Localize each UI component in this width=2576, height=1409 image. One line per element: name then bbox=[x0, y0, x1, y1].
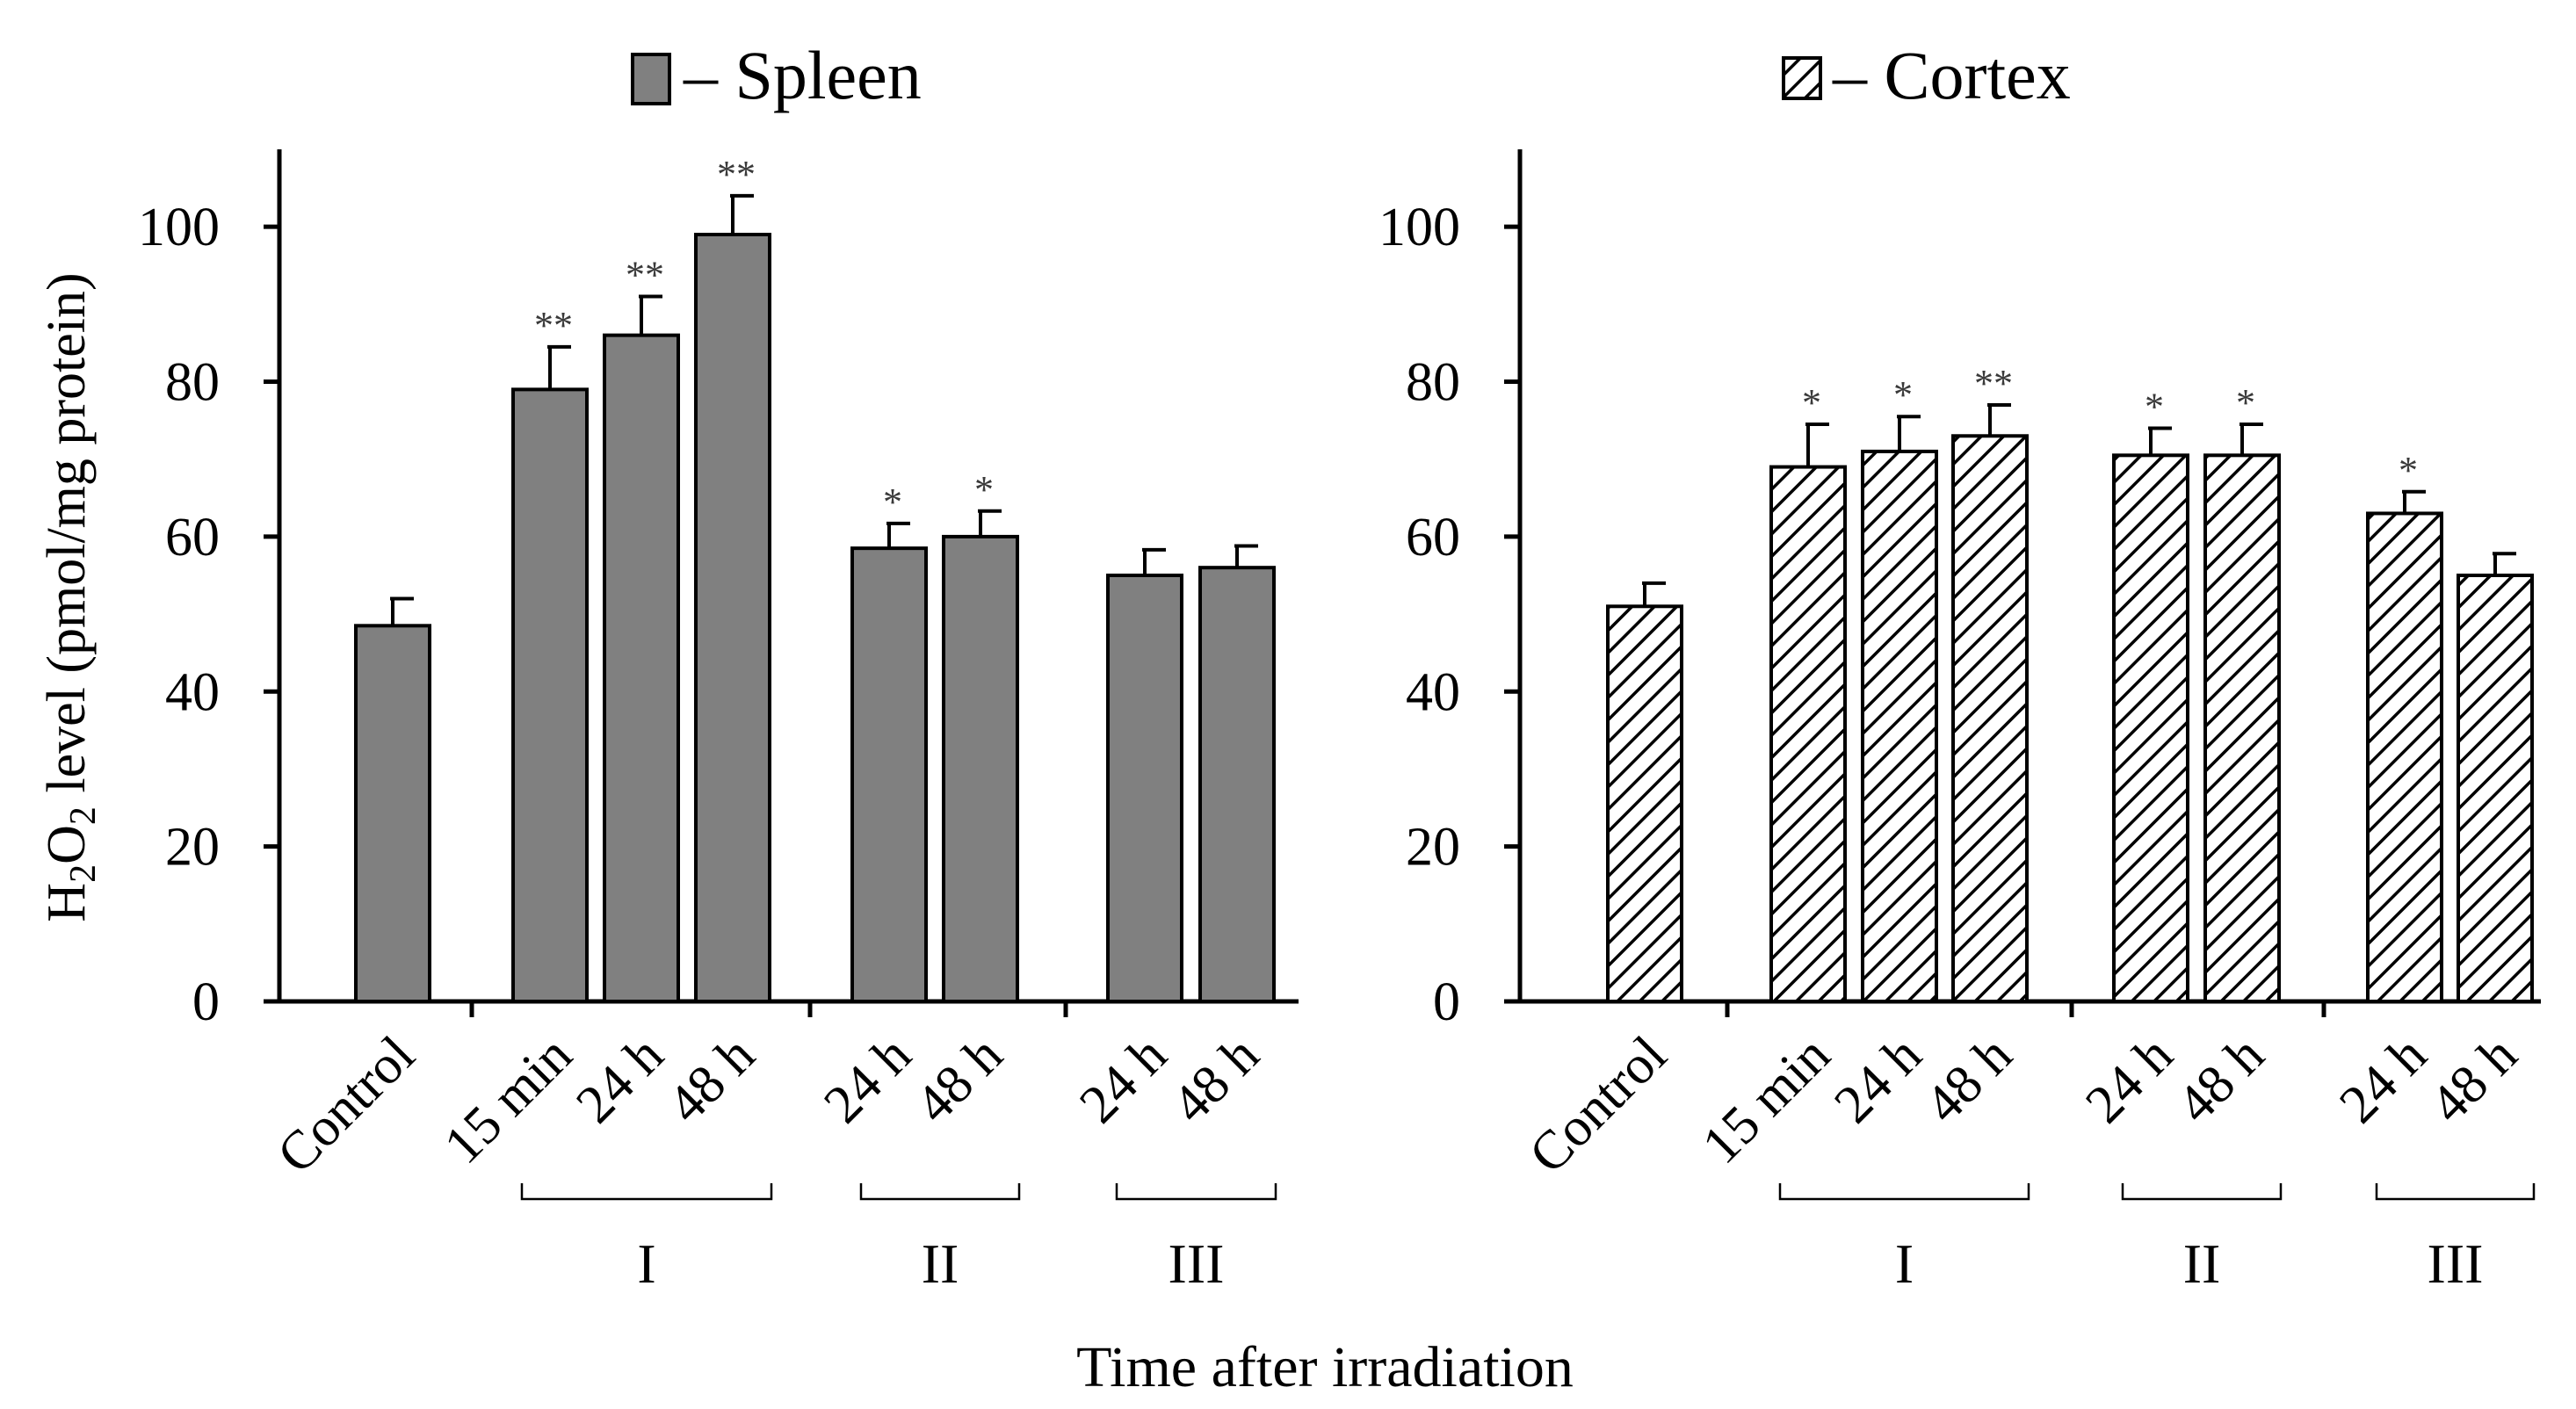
spleen-significance-mark: ** bbox=[626, 254, 664, 297]
cortex-category-label: Control bbox=[1518, 1025, 1678, 1185]
spleen-bar bbox=[511, 387, 589, 1003]
cortex-bar bbox=[2203, 453, 2281, 1003]
spleen-error-bar bbox=[1234, 544, 1258, 568]
spleen-legend: – Spleen bbox=[631, 37, 922, 113]
cortex-bar bbox=[1769, 465, 1847, 1003]
cortex-significance-mark: * bbox=[1802, 381, 1821, 424]
spleen-group-bracket bbox=[1115, 1183, 1277, 1201]
spleen-y-tick-label: 80 bbox=[165, 353, 220, 413]
cortex-significance-mark: * bbox=[1893, 373, 1913, 416]
spleen-group-label: I bbox=[637, 1232, 655, 1295]
spleen-category-label: 48 h bbox=[656, 1025, 766, 1135]
cortex-y-tick-label: 80 bbox=[1406, 353, 1460, 413]
spleen-category-label: 24 h bbox=[565, 1025, 675, 1135]
spleen-error-bar bbox=[730, 193, 754, 235]
spleen-bar bbox=[850, 546, 928, 1003]
spleen-y-tick-label: 100 bbox=[138, 198, 220, 257]
spleen-error-bar bbox=[1142, 547, 1166, 575]
cortex-y-tick-label: 60 bbox=[1406, 508, 1460, 567]
spleen-error-bar bbox=[390, 596, 414, 626]
cortex-category-label: 48 h bbox=[2166, 1025, 2276, 1135]
cortex-group-bracket bbox=[1778, 1183, 2030, 1201]
spleen-bar bbox=[1106, 574, 1183, 1003]
cortex-bar bbox=[2366, 511, 2443, 1003]
spleen-category-label: 48 h bbox=[904, 1025, 1014, 1135]
spleen-error-bar bbox=[547, 344, 571, 390]
cortex-category-label: 24 h bbox=[1823, 1025, 1933, 1135]
spleen-bar bbox=[603, 333, 680, 1003]
cortex-error-bar bbox=[2402, 489, 2426, 514]
cortex-category-label: 24 h bbox=[2074, 1025, 2184, 1135]
cortex-bar bbox=[2457, 574, 2534, 1003]
cortex-group-label: II bbox=[2183, 1232, 2221, 1295]
spleen-significance-mark: ** bbox=[717, 153, 756, 196]
cortex-error-bar bbox=[1642, 581, 1666, 607]
cortex-bar bbox=[1861, 449, 1938, 1003]
spleen-y-tick-label: 20 bbox=[165, 818, 220, 878]
spleen-group-bracket bbox=[859, 1183, 1021, 1201]
spleen-legend-label: – Spleen bbox=[683, 37, 922, 113]
spleen-error-bar bbox=[886, 521, 910, 549]
spleen-category-label: 24 h bbox=[813, 1025, 923, 1135]
cortex-category-label: 24 h bbox=[2328, 1025, 2438, 1135]
spleen-legend-swatch bbox=[631, 53, 671, 105]
cortex-group-label: III bbox=[2428, 1232, 2484, 1295]
spleen-error-bar bbox=[639, 294, 662, 336]
spleen-chart: – Spleen H2O2 level (pmol/mg protein) 0 2… bbox=[37, 37, 1299, 1295]
spleen-bar bbox=[354, 624, 431, 1003]
cortex-category-label: 15 min bbox=[1691, 1025, 1842, 1175]
cortex-y-tick-label: 40 bbox=[1406, 662, 1460, 722]
cortex-chart: – Cortex 0 20 40 60 80 100 Control * 15 min * 24 h… bbox=[1378, 37, 2541, 1295]
spleen-group-label: II bbox=[922, 1232, 959, 1295]
cortex-category-label: 48 h bbox=[1914, 1025, 2023, 1135]
cortex-bar bbox=[1606, 604, 1683, 1003]
spleen-significance-mark: ** bbox=[534, 304, 573, 347]
cortex-group-bracket bbox=[2375, 1183, 2536, 1201]
y-axis-title: H2O2 level (pmol/mg protein) bbox=[37, 272, 104, 921]
spleen-bar bbox=[942, 534, 1019, 1003]
cortex-y-tick-label: 0 bbox=[1433, 972, 1460, 1032]
spleen-significance-mark: * bbox=[883, 481, 902, 524]
cortex-y-tick-label: 20 bbox=[1406, 818, 1460, 878]
spleen-significance-mark: * bbox=[974, 468, 994, 511]
cortex-group-label: I bbox=[1895, 1232, 1914, 1295]
cortex-significance-mark: ** bbox=[1974, 362, 2013, 405]
cortex-error-bar bbox=[1897, 415, 1921, 452]
cortex-group-bracket bbox=[2121, 1183, 2283, 1201]
cortex-error-bar bbox=[2240, 423, 2263, 456]
spleen-y-tick-label: 0 bbox=[192, 972, 220, 1032]
spleen-bar bbox=[1198, 566, 1276, 1003]
cortex-category-label: 48 h bbox=[2419, 1025, 2529, 1135]
cortex-legend: – Cortex bbox=[1782, 37, 2071, 113]
cortex-significance-mark: * bbox=[2399, 449, 2418, 492]
cortex-legend-label: – Cortex bbox=[1832, 37, 2071, 113]
cortex-significance-mark: * bbox=[2236, 381, 2255, 424]
cortex-significance-mark: * bbox=[2145, 385, 2164, 428]
spleen-group-label: III bbox=[1169, 1232, 1225, 1295]
spleen-category-label: Control bbox=[266, 1025, 426, 1185]
cortex-error-bar bbox=[2148, 426, 2172, 456]
cortex-error-bar bbox=[1805, 423, 1829, 467]
cortex-error-bar bbox=[1987, 403, 2011, 437]
cortex-error-bar bbox=[2493, 552, 2516, 575]
cortex-bar bbox=[1951, 434, 2029, 1004]
x-axis-title: Time after irradiation bbox=[1076, 1335, 1574, 1399]
spleen-category-label: 48 h bbox=[1161, 1025, 1270, 1135]
spleen-category-label: 24 h bbox=[1068, 1025, 1178, 1135]
cortex-y-tick-label: 100 bbox=[1378, 198, 1460, 257]
cortex-bar bbox=[2112, 453, 2189, 1003]
cortex-legend-swatch bbox=[1782, 56, 1822, 100]
spleen-group-bracket bbox=[520, 1183, 773, 1201]
spleen-bar bbox=[694, 233, 771, 1003]
spleen-error-bar bbox=[978, 509, 1002, 537]
spleen-y-tick-label: 40 bbox=[165, 662, 220, 722]
spleen-y-tick-label: 60 bbox=[165, 508, 220, 567]
spleen-category-label: 15 min bbox=[433, 1025, 583, 1175]
